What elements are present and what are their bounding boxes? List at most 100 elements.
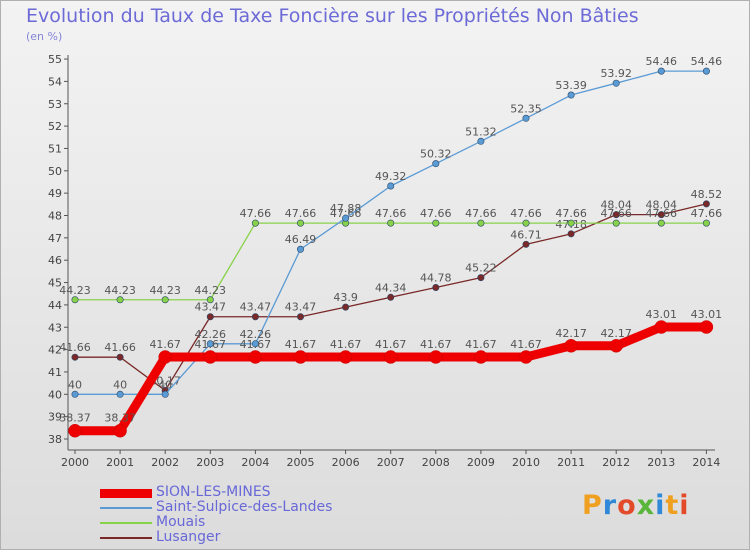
data-point-3 (432, 283, 440, 291)
data-point-0 (564, 339, 578, 353)
legend-swatch (100, 489, 152, 498)
data-point-0 (519, 350, 533, 364)
data-point-3 (206, 313, 214, 321)
data-label-2: 44.23 (149, 284, 181, 297)
x-tick-label: 2000 (61, 456, 89, 469)
data-label-2: 47.66 (646, 207, 678, 220)
data-label-1: 54.46 (691, 55, 723, 68)
data-label-0: 43.01 (691, 308, 723, 321)
y-unit-label: (en %) (26, 30, 63, 43)
data-label-1: 46.49 (285, 233, 317, 246)
x-tick-label: 2005 (287, 456, 315, 469)
y-tick-label: 55 (48, 53, 62, 66)
data-point-0 (429, 350, 443, 364)
data-point-0 (248, 350, 263, 364)
data-label-3: 44.78 (420, 271, 452, 284)
data-point-3 (116, 353, 124, 361)
data-label-2: 47.66 (420, 207, 452, 220)
data-label-3: 48.52 (691, 188, 723, 201)
data-point-1 (522, 114, 530, 122)
legend-label: Mouais (156, 514, 206, 530)
data-point-2 (657, 219, 665, 227)
data-label-1: 49.32 (375, 170, 407, 183)
legend-swatch (100, 507, 152, 509)
data-label-0: 41.67 (285, 338, 317, 351)
data-label-3: 41.66 (59, 341, 91, 354)
x-tick-label: 2001 (106, 456, 134, 469)
data-point-1 (567, 91, 575, 99)
data-point-1 (612, 79, 620, 87)
y-tick-label: 49 (48, 187, 62, 200)
data-point-1 (342, 214, 350, 222)
data-label-1: 50.32 (420, 148, 452, 161)
data-label-3: 48.04 (600, 199, 632, 212)
data-label-2: 47.66 (465, 207, 497, 220)
data-label-0: 41.67 (195, 338, 227, 351)
data-point-0 (383, 350, 398, 364)
y-tick-label: 48 (48, 210, 62, 223)
data-label-3: 43.47 (240, 301, 272, 314)
data-label-0: 41.67 (240, 338, 272, 351)
data-label-2: 47.66 (510, 207, 542, 220)
data-label-1: 52.35 (510, 102, 542, 115)
data-label-1: 40 (158, 378, 172, 391)
data-label-0: 41.67 (465, 338, 497, 351)
data-point-3 (387, 293, 395, 301)
data-point-2 (161, 296, 169, 304)
y-tick-label: 47 (48, 232, 62, 245)
data-point-3 (71, 353, 79, 361)
data-point-1 (702, 67, 710, 75)
y-tick-label: 51 (48, 142, 62, 155)
data-point-1 (432, 160, 440, 168)
data-label-1: 54.46 (646, 55, 678, 68)
data-label-3: 48.04 (646, 199, 678, 212)
data-point-2 (387, 219, 395, 227)
data-point-1 (71, 390, 79, 398)
x-tick-label: 2011 (557, 456, 585, 469)
data-label-0: 41.67 (330, 338, 362, 351)
data-point-3 (522, 240, 530, 248)
x-tick-label: 2012 (602, 456, 630, 469)
data-label-0: 41.67 (375, 338, 407, 351)
data-point-2 (432, 219, 440, 227)
x-tick-label: 2003 (196, 456, 224, 469)
data-point-0 (203, 350, 218, 364)
y-tick-label: 44 (48, 299, 62, 312)
data-label-2: 47.66 (600, 207, 632, 220)
data-label-0: 41.67 (510, 338, 542, 351)
data-label-1: 47.88 (330, 202, 362, 215)
data-point-1 (206, 340, 214, 348)
data-label-1: 40 (113, 378, 127, 391)
data-point-2 (522, 219, 530, 227)
data-point-0 (654, 320, 669, 334)
chart-title: Evolution du Taux de Taxe Foncière sur l… (26, 5, 639, 27)
data-label-2: 47.66 (691, 207, 723, 220)
x-tick-label: 2004 (241, 456, 269, 469)
y-tick-label: 53 (48, 98, 62, 111)
legend-label: Saint-Sulpice-des-Landes (156, 499, 333, 515)
y-tick-label: 42 (48, 344, 62, 357)
x-tick-label: 2008 (422, 456, 450, 469)
data-point-3 (251, 313, 259, 321)
data-label-3: 45.22 (465, 262, 497, 275)
x-tick-label: 2002 (151, 456, 179, 469)
data-point-0 (68, 423, 82, 438)
data-point-3 (612, 211, 620, 219)
data-point-2 (612, 219, 620, 227)
legend-swatch (100, 522, 152, 524)
data-label-0: 38.37 (59, 412, 91, 425)
data-point-2 (71, 296, 79, 304)
data-label-0: 38.37 (104, 412, 136, 425)
data-label-1: 42.26 (195, 328, 227, 341)
x-tick-label: 2006 (332, 456, 360, 469)
y-tick-label: 46 (48, 254, 62, 267)
x-tick-label: 2010 (512, 456, 540, 469)
data-label-1: 53.92 (600, 67, 632, 80)
data-point-2 (702, 219, 710, 227)
data-label-0: 42.17 (600, 327, 632, 340)
data-point-3 (702, 200, 710, 208)
data-label-0: 42.17 (555, 327, 587, 340)
data-point-2 (251, 219, 259, 227)
data-label-2: 44.23 (104, 284, 136, 297)
data-label-2: 47.66 (240, 207, 272, 220)
